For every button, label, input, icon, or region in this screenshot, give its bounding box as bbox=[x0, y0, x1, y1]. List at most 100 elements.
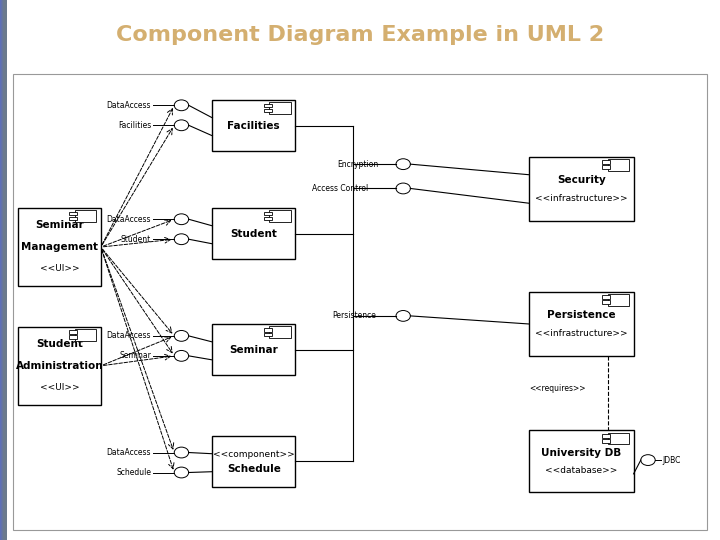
Bar bbox=[3, 0, 6, 540]
Bar bbox=[1, 0, 6, 540]
Bar bbox=[2, 0, 6, 540]
Bar bbox=[1, 0, 5, 540]
Bar bbox=[1, 0, 4, 540]
Bar bbox=[18, 208, 101, 286]
Bar bbox=[2, 0, 6, 540]
Bar bbox=[2, 0, 6, 540]
Bar bbox=[1, 0, 4, 540]
Bar bbox=[3, 0, 6, 540]
Text: Administration: Administration bbox=[16, 361, 103, 371]
Bar bbox=[1, 0, 4, 540]
Text: Student: Student bbox=[121, 235, 151, 244]
Bar bbox=[0, 0, 4, 540]
Bar bbox=[1, 0, 4, 540]
Bar bbox=[0, 0, 4, 540]
Bar bbox=[2, 0, 6, 540]
Bar bbox=[3, 0, 6, 540]
Bar bbox=[4, 0, 7, 540]
Bar bbox=[1, 0, 4, 540]
Bar bbox=[0, 0, 4, 540]
Bar bbox=[0, 0, 4, 540]
Bar bbox=[3, 0, 6, 540]
Text: Component Diagram Example in UML 2: Component Diagram Example in UML 2 bbox=[116, 25, 604, 45]
Bar bbox=[4, 0, 7, 540]
Bar bbox=[3, 0, 6, 540]
Bar bbox=[1, 0, 4, 540]
Bar bbox=[1, 0, 5, 540]
Bar bbox=[69, 330, 77, 334]
Bar bbox=[0, 0, 4, 540]
Bar bbox=[1, 0, 4, 540]
Bar bbox=[212, 324, 295, 375]
Bar bbox=[1, 0, 5, 540]
Bar bbox=[264, 109, 271, 112]
Bar bbox=[69, 335, 77, 339]
Bar bbox=[3, 0, 6, 540]
Bar bbox=[13, 74, 707, 530]
Bar bbox=[2, 0, 6, 540]
Bar bbox=[1, 0, 4, 540]
Bar bbox=[4, 0, 7, 540]
Bar bbox=[2, 0, 6, 540]
Bar bbox=[4, 0, 7, 540]
Bar bbox=[1, 0, 4, 540]
Bar bbox=[0, 0, 4, 540]
Bar bbox=[1, 0, 5, 540]
Bar bbox=[2, 0, 6, 540]
Text: University DB: University DB bbox=[541, 448, 621, 458]
Bar bbox=[1, 0, 4, 540]
Bar bbox=[2, 0, 6, 540]
Bar bbox=[2, 0, 6, 540]
Bar bbox=[2, 0, 6, 540]
Bar bbox=[2, 0, 6, 540]
Bar bbox=[3, 0, 6, 540]
Bar bbox=[2, 0, 6, 540]
Bar bbox=[4, 0, 7, 540]
Bar bbox=[2, 0, 6, 540]
Bar bbox=[1, 0, 5, 540]
Bar bbox=[3, 0, 6, 540]
Bar bbox=[4, 0, 7, 540]
Bar bbox=[1, 0, 5, 540]
Bar bbox=[3, 0, 6, 540]
Bar bbox=[2, 0, 6, 540]
Bar bbox=[2, 0, 6, 540]
Bar bbox=[4, 0, 7, 540]
Bar bbox=[2, 0, 6, 540]
Bar bbox=[0, 0, 4, 540]
Bar bbox=[1, 0, 4, 540]
Bar bbox=[1, 0, 5, 540]
Bar bbox=[264, 217, 271, 220]
Bar bbox=[1, 0, 4, 540]
Bar bbox=[1, 0, 5, 540]
Bar bbox=[3, 0, 6, 540]
Text: Seminar: Seminar bbox=[230, 345, 278, 355]
Bar bbox=[1, 0, 5, 540]
Bar bbox=[1, 0, 5, 540]
Bar bbox=[1, 0, 5, 540]
Bar bbox=[529, 157, 634, 221]
Bar bbox=[0, 0, 4, 540]
Text: <<UI>>: <<UI>> bbox=[40, 383, 79, 392]
Bar bbox=[4, 0, 7, 540]
Bar bbox=[1, 0, 4, 540]
Bar bbox=[1, 0, 4, 540]
Bar bbox=[1, 0, 5, 540]
Bar bbox=[2, 0, 6, 540]
Text: Persistence: Persistence bbox=[547, 310, 616, 320]
Bar bbox=[1, 0, 4, 540]
Bar bbox=[1, 0, 4, 540]
Bar bbox=[2, 0, 6, 540]
Bar bbox=[3, 0, 6, 540]
Bar bbox=[1, 0, 5, 540]
Bar bbox=[0, 0, 4, 540]
Bar bbox=[75, 210, 96, 222]
Bar bbox=[269, 102, 291, 114]
Bar bbox=[2, 0, 6, 540]
Bar bbox=[1, 0, 5, 540]
Bar bbox=[1, 0, 5, 540]
Bar bbox=[3, 0, 6, 540]
Bar bbox=[602, 300, 610, 304]
Bar bbox=[264, 212, 271, 215]
Bar bbox=[18, 327, 101, 405]
